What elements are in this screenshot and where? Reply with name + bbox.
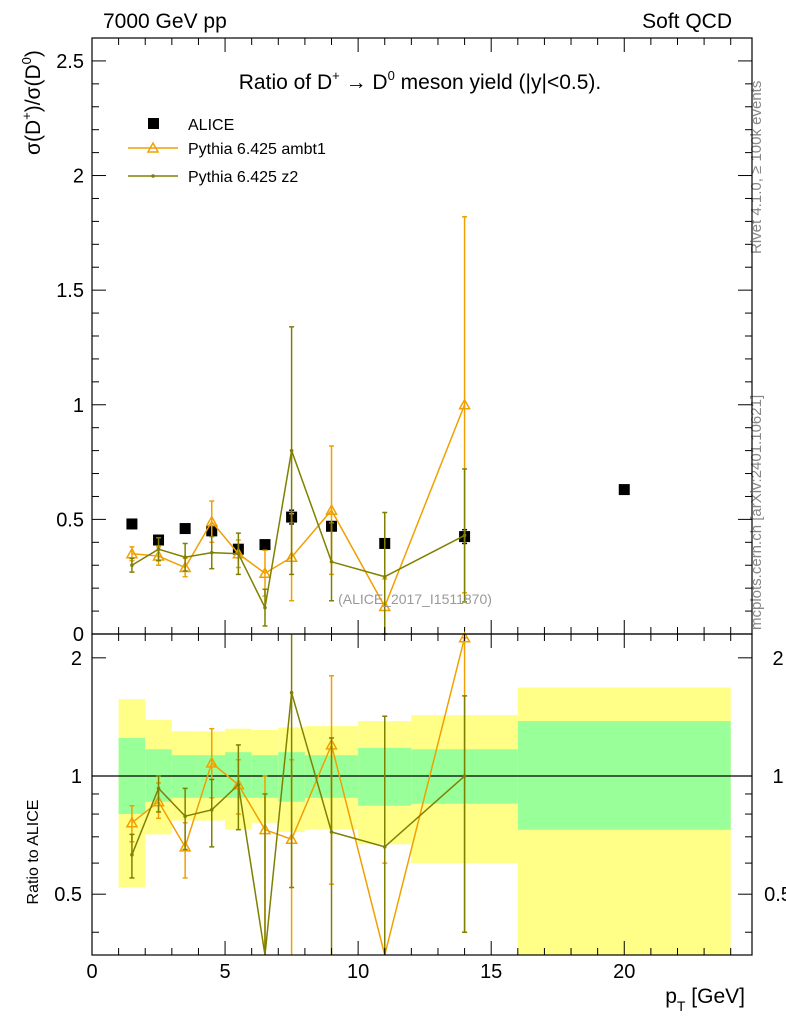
series-line-pythia-6-425-ambt1 — [131, 404, 466, 609]
ylabel-part-c: ) — [22, 50, 45, 57]
xlabel-sub-t: T — [677, 998, 686, 1014]
data-point-pythia-6-425-z2 — [329, 559, 334, 564]
header-right: Soft QCD — [642, 10, 732, 33]
data-point-pythia-6-425-ambt1 — [325, 503, 338, 515]
ratio-point-pythia-6-425-z2 — [382, 845, 387, 849]
title-part-pre: Ratio of D — [239, 71, 332, 94]
ylabel-part-a: σ(D — [22, 120, 45, 155]
data-point-pythia-6-425-z2 — [289, 448, 294, 453]
y-tick-label: 2 — [73, 166, 84, 188]
xlabel-p: p — [665, 985, 677, 1008]
y-tick-label: 1.5 — [56, 280, 84, 302]
legend-label-ambt1: Pythia 6.425 ambt1 — [188, 141, 326, 158]
ratio-point-pythia-6-425-z2 — [209, 808, 214, 812]
y-tick-label: 1 — [73, 395, 84, 417]
legend-marker-z2 — [151, 174, 155, 178]
x-tick-label: 15 — [480, 961, 502, 983]
ylabel-sup-zero: 0 — [19, 57, 34, 64]
ratio-point-pythia-6-425-z2 — [462, 774, 467, 778]
ratio-y-axis-label: Ratio to ALICE — [25, 800, 42, 905]
data-point-alice — [126, 518, 138, 530]
ratio-y-tick-label-left: 2 — [71, 648, 82, 670]
ratio-point-pythia-6-425-ambt1 — [205, 756, 219, 768]
ratio-point-pythia-6-425-z2 — [329, 830, 334, 834]
ratio-panel-bands — [92, 687, 752, 955]
ratio-y-tick-label-right: 1 — [772, 766, 783, 788]
x-tick-label: 20 — [613, 961, 635, 983]
x-tick-label: 5 — [220, 961, 231, 983]
data-point-pythia-6-425-ambt1 — [458, 398, 471, 410]
x-tick-label: 10 — [347, 961, 369, 983]
ratio-point-pythia-6-425-z2 — [130, 852, 134, 857]
ylabel-sup-plus: + — [19, 112, 34, 120]
y-tick-label: 2.5 — [56, 51, 84, 73]
ratio-point-pythia-6-425-ambt1 — [178, 840, 192, 852]
x-axis-label: pT [GeV] — [665, 985, 745, 1014]
title-sup-zero: 0 — [388, 68, 395, 83]
legend: ALICE Pythia 6.425 ambt1 Pythia 6.425 z2 — [128, 117, 326, 186]
xlabel-rest: [GeV] — [685, 985, 745, 1008]
data-point-alice — [179, 523, 191, 535]
data-point-pythia-6-425-z2 — [462, 533, 467, 538]
x-tick-label: 0 — [86, 961, 97, 983]
ratio-y-tick-label-left: 0.5 — [54, 884, 82, 906]
ratio-point-pythia-6-425-z2 — [183, 814, 187, 818]
ratio-point-pythia-6-425-z2 — [289, 690, 294, 695]
legend-label-z2: Pythia 6.425 z2 — [188, 169, 298, 186]
ratio-line-pythia-6-425-ambt1 — [131, 637, 466, 956]
main-y-axis-label: σ(D+)/σ(D0) — [19, 50, 45, 155]
title-part-post: meson yield (|y|<0.5). — [395, 71, 601, 94]
ylabel-part-b: )/σ(D — [22, 64, 45, 112]
ratio-line-pythia-6-425-z2 — [131, 692, 466, 956]
data-point-pythia-6-425-z2 — [183, 555, 187, 560]
data-point-pythia-6-425-z2 — [382, 574, 387, 579]
data-point-pythia-6-425-z2 — [209, 550, 214, 555]
data-point-pythia-6-425-z2 — [263, 605, 267, 610]
ratio-point-pythia-6-425-z2 — [156, 786, 161, 791]
ratio-panel-frame — [91, 633, 753, 956]
title-part-arrow: → D — [340, 71, 388, 94]
legend-label-alice: ALICE — [188, 117, 234, 134]
data-point-alice — [259, 539, 271, 551]
ratio-point-pythia-6-425-ambt1 — [125, 816, 139, 828]
data-point-pythia-6-425-z2 — [156, 547, 161, 551]
ratio-y-tick-label-right: 0.5 — [764, 884, 786, 906]
main-panel-axes: 0 0.5 1 1.5 2 2.5 — [56, 37, 753, 646]
analysis-watermark: (ALICE_2017_I1511870) — [338, 591, 492, 607]
data-point-pythia-6-425-ambt1 — [258, 566, 272, 579]
legend-marker-alice — [148, 118, 159, 129]
chart-title: Ratio of D+ → D0 meson yield (|y|<0.5). — [239, 68, 601, 94]
ratio-band-inner — [517, 721, 731, 830]
data-point-pythia-6-425-ambt1 — [205, 515, 219, 527]
ratio-panel-data — [125, 631, 471, 956]
header-left: 7000 GeV pp — [103, 10, 227, 33]
main-panel-data — [125, 216, 630, 635]
ratio-point-pythia-6-425-ambt1 — [458, 631, 471, 643]
y-tick-label: 0.5 — [56, 509, 84, 531]
mcplots-reference-label: mcplots.cern.ch [arXiv:2401.10621] — [748, 395, 765, 630]
ratio-panel-axes: 0.50.5112205101520 — [54, 633, 786, 983]
series-line-pythia-6-425-z2 — [131, 447, 465, 611]
data-point-pythia-6-425-z2 — [236, 551, 241, 556]
legend-marker-ambt1 — [146, 141, 160, 153]
title-sup-plus: + — [332, 68, 340, 83]
ratio-y-tick-label-right: 2 — [772, 648, 783, 670]
ratio-point-pythia-6-425-z2 — [236, 782, 241, 787]
ratio-y-tick-label-left: 1 — [71, 766, 82, 788]
data-point-pythia-6-425-z2 — [130, 563, 134, 568]
data-point-alice — [618, 484, 630, 496]
y-tick-label: 0 — [73, 624, 84, 646]
